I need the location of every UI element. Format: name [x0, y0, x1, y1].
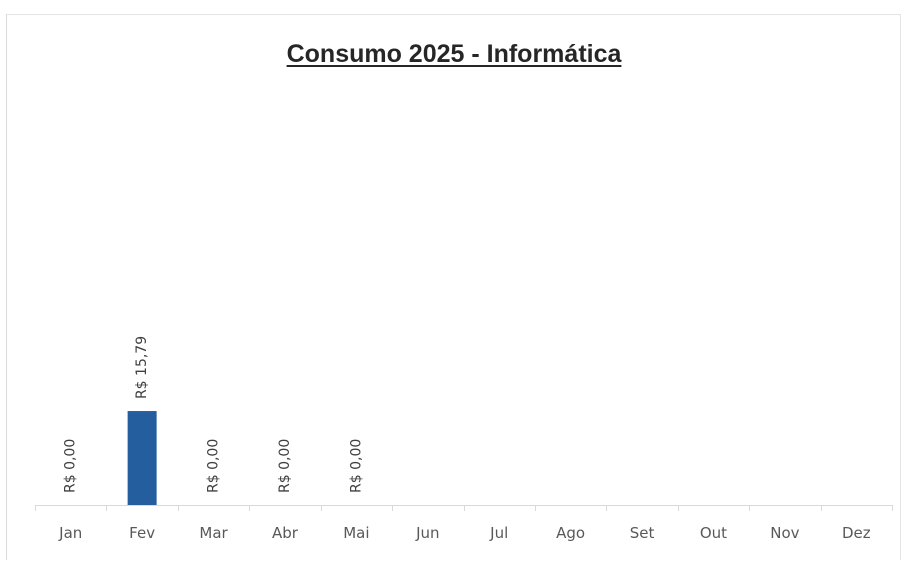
x-tick-label-ago: Ago — [556, 524, 585, 542]
x-tick-label-out: Out — [700, 524, 727, 542]
bars — [127, 411, 157, 505]
chart-title-text: Consumo 2025 - Informática — [286, 40, 622, 68]
data-label-mai: R$ 0,00 — [348, 439, 364, 493]
chart-frame — [6, 14, 901, 560]
x-tick-label-mar: Mar — [199, 524, 228, 542]
x-tick-label-set: Set — [630, 524, 655, 542]
data-labels: R$ 0,00 R$ 15,79 R$ 0,00 R$ 0,00 R$ 0,00 — [63, 336, 365, 493]
x-tick-label-nov: Nov — [770, 524, 799, 542]
data-label-jan: R$ 0,00 — [63, 439, 79, 493]
bar-fev — [127, 411, 157, 505]
data-label-abr: R$ 0,00 — [277, 439, 293, 493]
data-label-fev: R$ 15,79 — [134, 336, 150, 399]
x-tick-label-dez: Dez — [842, 524, 871, 542]
data-label-mar: R$ 0,00 — [206, 439, 222, 493]
x-axis: Jan Fev Mar Abr Mai Jun Jul Ago Set Out Nov Dez — [35, 505, 893, 542]
x-tick-label-jan: Jan — [58, 524, 82, 542]
x-tick-label-fev: Fev — [129, 524, 155, 542]
x-tick-label-jun: Jun — [415, 524, 439, 542]
x-tick-label-abr: Abr — [272, 524, 299, 542]
chart-title: Consumo 2025 - Informática — [0, 40, 908, 69]
x-tick-label-mai: Mai — [343, 524, 369, 542]
x-tick-label-jul: Jul — [489, 524, 508, 542]
